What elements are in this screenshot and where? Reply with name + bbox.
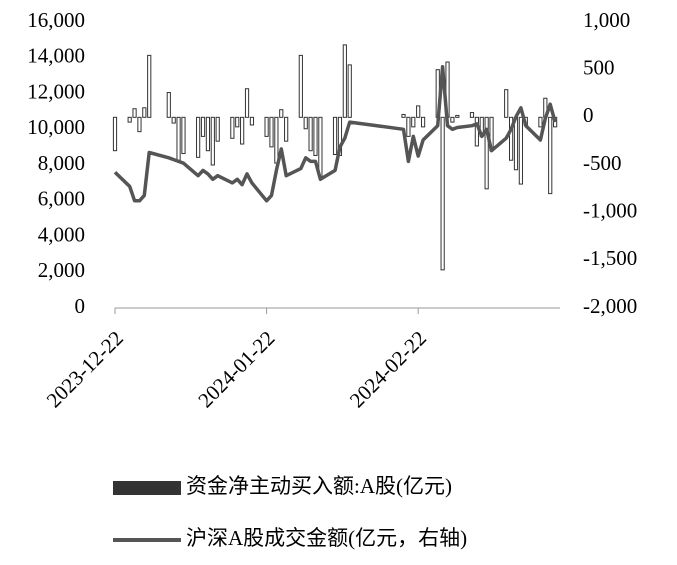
bar: [132, 108, 137, 118]
y-tick-label: 10,000: [27, 115, 85, 139]
bar: [264, 116, 269, 137]
bar: [181, 116, 186, 155]
bar: [420, 116, 426, 128]
bar: [298, 54, 303, 118]
y-tick-label: 0: [75, 294, 86, 318]
bar: [332, 116, 338, 156]
x-tick-label: 2024-02-22: [345, 326, 431, 412]
bar: [269, 116, 274, 148]
bar: [469, 112, 475, 118]
bar: [440, 116, 445, 271]
bar: [147, 54, 152, 118]
bar: [450, 116, 455, 123]
legend-swatch: [113, 481, 181, 495]
line: [113, 64, 557, 203]
bar: [176, 116, 181, 161]
bar: [215, 116, 220, 142]
bar: [127, 116, 132, 123]
y-tick-label: 12,000: [27, 79, 85, 103]
bar: [205, 116, 211, 152]
bar: [235, 116, 240, 128]
bar: [196, 116, 201, 158]
bar: [401, 113, 406, 118]
bar: [347, 64, 352, 118]
bar: [504, 89, 509, 118]
bar: [538, 116, 543, 128]
y2-tick-label: -1,500: [583, 246, 637, 270]
y2-tick-label: 0: [583, 103, 594, 127]
bar: [166, 92, 171, 118]
bar: [518, 116, 523, 185]
y2-tick-label: 1,000: [583, 8, 630, 32]
y-tick-label: 6,000: [38, 187, 85, 211]
bar: [318, 116, 323, 177]
bar: [308, 116, 313, 152]
y-tick-label: 4,000: [38, 222, 85, 246]
bar: [508, 116, 514, 161]
bar: [137, 116, 142, 133]
bar: [474, 116, 479, 147]
x-tick-label: 2024-01-22: [193, 326, 279, 412]
bar: [342, 44, 347, 118]
y2-tick-label: -500: [583, 151, 622, 175]
bar: [244, 88, 250, 118]
bar: [548, 116, 553, 195]
bar: [142, 107, 147, 118]
bar: [455, 114, 460, 118]
bar: [303, 116, 308, 130]
legend-label: 沪深A股成交金额(亿元，右轴): [186, 526, 467, 550]
bar: [249, 116, 255, 126]
y-tick-label: 14,000: [27, 44, 85, 68]
bar: [411, 116, 416, 128]
bar: [200, 116, 206, 137]
y2-tick-label: -1,000: [583, 198, 637, 222]
bar: [484, 116, 489, 190]
bar: [274, 116, 279, 164]
legend-label: 资金净主动买入额:A股(亿元): [186, 474, 452, 498]
bar: [416, 105, 421, 118]
y-tick-label: 16,000: [27, 8, 85, 32]
bar: [240, 116, 245, 145]
y-tick-label: 8,000: [38, 151, 85, 175]
bar: [112, 116, 118, 152]
x-tick-label: 2023-12-22: [42, 326, 128, 412]
bar: [513, 116, 519, 171]
bar: [279, 109, 284, 118]
bar: [406, 116, 411, 137]
y2-tick-label: 500: [583, 55, 615, 79]
bar: [210, 116, 215, 166]
bar: [171, 116, 176, 124]
y2-tick-label: -2,000: [583, 294, 637, 318]
y-tick-label: 2,000: [38, 258, 85, 282]
bar: [230, 116, 235, 139]
bar: [284, 116, 289, 142]
bar: [313, 116, 318, 156]
